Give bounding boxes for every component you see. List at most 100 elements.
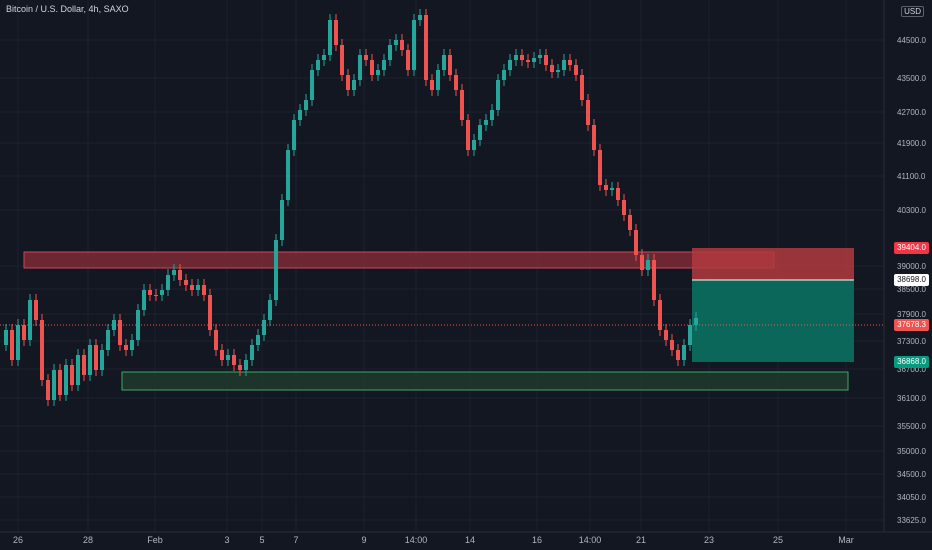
candle-body[interactable] <box>214 330 218 350</box>
candle-body[interactable] <box>316 60 320 70</box>
candle-body[interactable] <box>106 330 110 350</box>
candle-body[interactable] <box>262 320 266 335</box>
resistance-zone[interactable] <box>23 251 775 269</box>
candle-body[interactable] <box>292 120 296 150</box>
candle-body[interactable] <box>238 365 242 370</box>
candle-body[interactable] <box>148 290 152 295</box>
candle-body[interactable] <box>454 75 458 90</box>
candle-body[interactable] <box>430 80 434 90</box>
candle-body[interactable] <box>646 260 650 270</box>
candle-body[interactable] <box>694 318 698 325</box>
candle-body[interactable] <box>442 55 446 70</box>
candle-body[interactable] <box>250 345 254 360</box>
candle-body[interactable] <box>358 55 362 80</box>
candle-body[interactable] <box>52 370 56 400</box>
candle-body[interactable] <box>46 380 50 400</box>
price-axis[interactable]: 44500.0 43500.0 42700.0 41900.0 41100.0 40300… <box>897 36 926 525</box>
candle-body[interactable] <box>274 240 278 300</box>
candle-body[interactable] <box>82 355 86 375</box>
candle-body[interactable] <box>526 60 530 62</box>
candle-body[interactable] <box>304 100 308 110</box>
candle-body[interactable] <box>388 45 392 60</box>
candle-body[interactable] <box>598 150 602 185</box>
candle-body[interactable] <box>136 310 140 340</box>
candle-body[interactable] <box>478 125 482 140</box>
candle-body[interactable] <box>172 270 176 275</box>
candle-body[interactable] <box>124 345 128 350</box>
candle-body[interactable] <box>160 290 164 295</box>
candle-body[interactable] <box>70 365 74 385</box>
candle-body[interactable] <box>400 40 404 50</box>
candle-body[interactable] <box>496 80 500 110</box>
candle-body[interactable] <box>346 75 350 90</box>
candle-body[interactable] <box>112 320 116 330</box>
candle-body[interactable] <box>628 215 632 230</box>
candle-body[interactable] <box>652 260 656 300</box>
candle-body[interactable] <box>562 60 566 70</box>
candle-body[interactable] <box>226 355 230 360</box>
candle-body[interactable] <box>298 110 302 120</box>
candle-body[interactable] <box>22 325 26 340</box>
candle-body[interactable] <box>610 188 614 190</box>
candle-body[interactable] <box>58 370 62 395</box>
candle-body[interactable] <box>538 55 542 58</box>
candle-body[interactable] <box>532 58 536 62</box>
currency-badge[interactable]: USD <box>901 6 924 17</box>
candle-body[interactable] <box>328 20 332 55</box>
candle-body[interactable] <box>460 90 464 120</box>
candle-body[interactable] <box>202 285 206 295</box>
candle-body[interactable] <box>664 330 668 340</box>
candle-body[interactable] <box>604 185 608 190</box>
candle-body[interactable] <box>28 300 32 340</box>
candle-body[interactable] <box>682 345 686 360</box>
candle-body[interactable] <box>340 45 344 75</box>
candle-body[interactable] <box>688 325 692 345</box>
candle-body[interactable] <box>178 270 182 280</box>
candle-body[interactable] <box>418 15 422 20</box>
candle-body[interactable] <box>310 70 314 100</box>
candle-body[interactable] <box>376 70 380 75</box>
candle-body[interactable] <box>448 55 452 75</box>
candle-body[interactable] <box>16 325 20 360</box>
candle-body[interactable] <box>94 345 98 370</box>
candle-body[interactable] <box>592 125 596 150</box>
candle-body[interactable] <box>244 360 248 370</box>
candle-body[interactable] <box>634 230 638 255</box>
candle-body[interactable] <box>166 275 170 290</box>
candle-body[interactable] <box>142 290 146 310</box>
candle-body[interactable] <box>208 295 212 330</box>
candle-body[interactable] <box>88 345 92 375</box>
candle-body[interactable] <box>280 200 284 240</box>
candle-body[interactable] <box>412 20 416 70</box>
candle-body[interactable] <box>586 100 590 125</box>
candle-body[interactable] <box>436 70 440 90</box>
candle-body[interactable] <box>34 300 38 320</box>
candle-body[interactable] <box>76 355 80 385</box>
candle-body[interactable] <box>502 70 506 80</box>
candle-body[interactable] <box>40 320 44 380</box>
candle-body[interactable] <box>658 300 662 330</box>
symbol-header[interactable]: Bitcoin / U.S. Dollar, 4h, SAXO <box>6 4 129 14</box>
candle-body[interactable] <box>550 65 554 72</box>
candle-body[interactable] <box>190 285 194 290</box>
candle-body[interactable] <box>370 60 374 75</box>
candle-body[interactable] <box>184 280 188 285</box>
candle-body[interactable] <box>484 120 488 125</box>
candle-body[interactable] <box>490 110 494 120</box>
candle-body[interactable] <box>466 120 470 150</box>
candle-body[interactable] <box>574 65 578 75</box>
candle-body[interactable] <box>520 55 524 60</box>
candle-body[interactable] <box>424 15 428 80</box>
take-profit-zone[interactable] <box>692 280 854 362</box>
candle-body[interactable] <box>580 75 584 100</box>
candle-body[interactable] <box>334 20 338 45</box>
candle-body[interactable] <box>544 55 548 65</box>
candle-body[interactable] <box>256 335 260 345</box>
candle-body[interactable] <box>670 340 674 350</box>
candle-body[interactable] <box>514 55 518 60</box>
candle-body[interactable] <box>382 60 386 70</box>
candle-body[interactable] <box>556 70 560 72</box>
candle-body[interactable] <box>676 350 680 360</box>
candle-body[interactable] <box>130 340 134 350</box>
